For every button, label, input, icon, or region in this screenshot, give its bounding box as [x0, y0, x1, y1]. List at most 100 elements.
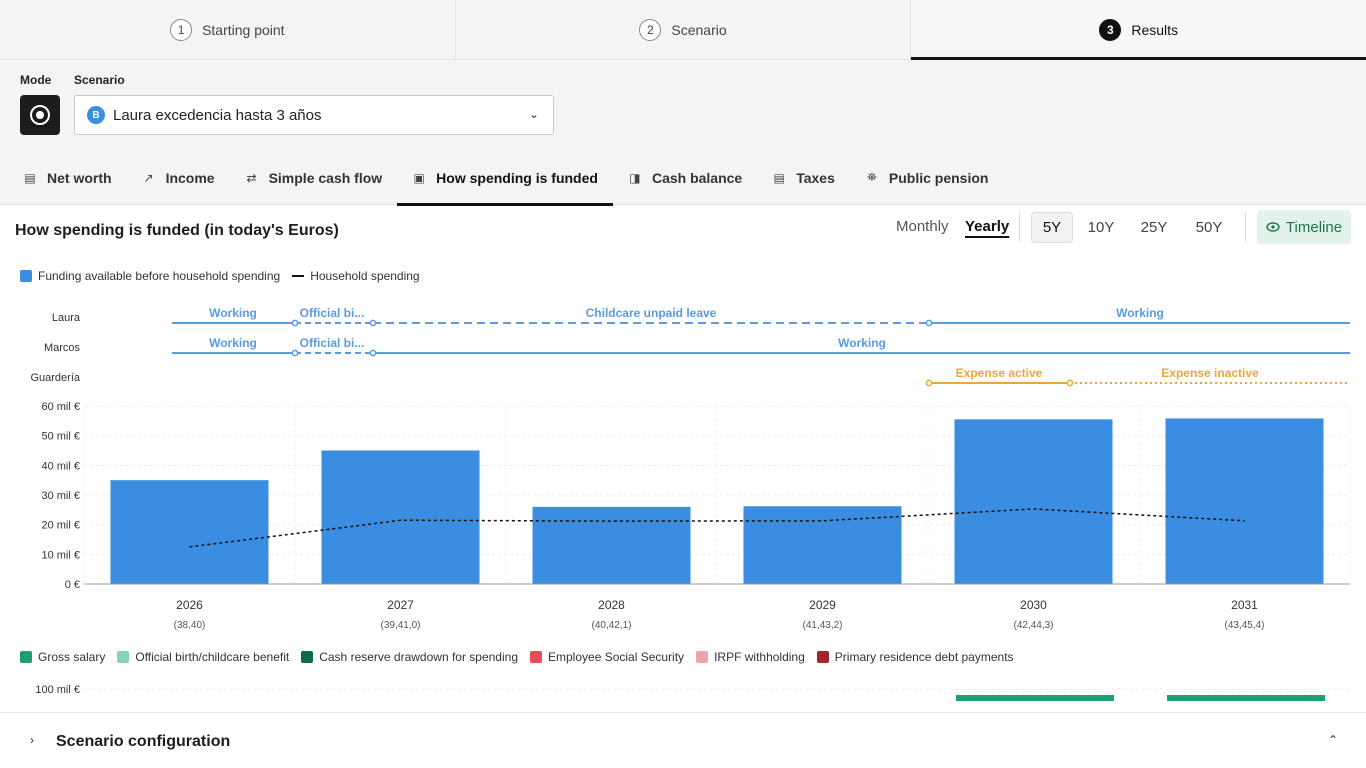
y-tick-label: 10 mil € [41, 549, 80, 561]
x-tick-sublabel: (39,41,0) [380, 620, 420, 631]
tab-taxes[interactable]: ▤ Taxes [757, 150, 850, 205]
timeline-marker [925, 379, 933, 387]
x-tick-sublabel: (38,40) [174, 620, 206, 631]
tab-net-worth[interactable]: ▤ Net worth [8, 150, 127, 205]
step-number: 2 [639, 18, 662, 41]
tab-how-spending-is-funded[interactable]: ▣ How spending is funded [397, 150, 613, 206]
legend-swatch [301, 651, 314, 663]
bar[interactable] [321, 450, 480, 585]
step-scenario[interactable]: 2 Scenario [456, 0, 912, 59]
legend-label: Funding available before household spend… [38, 269, 281, 283]
legend-swatch [696, 651, 709, 663]
legend-item[interactable]: Employee Social Security [530, 650, 684, 664]
step-label: Starting point [202, 21, 285, 38]
step-starting-point[interactable]: 1 Starting point [0, 0, 456, 59]
target-icon [30, 105, 50, 125]
tab-label: Simple cash flow [268, 169, 383, 186]
monthly-toggle[interactable]: Monthly [896, 218, 949, 235]
x-tick-label: 2029 [809, 598, 836, 612]
x-tick-sublabel: (40,42,1) [591, 620, 631, 631]
scenario-select[interactable]: B Laura excedencia hasta 3 años ⌄ [74, 95, 554, 135]
legend-item[interactable]: Gross salary [20, 650, 105, 664]
cash-icon: ◨ [629, 170, 641, 185]
tab-simple-cash-flow[interactable]: ⇄ Simple cash flow [230, 150, 398, 205]
component-legend: Gross salary Official birth/childcare be… [20, 650, 1014, 664]
y-tick-label: 60 mil € [41, 401, 80, 413]
legend-item[interactable]: IRPF withholding [696, 650, 805, 664]
legend-item[interactable]: Primary residence debt payments [816, 650, 1014, 664]
tab-label: How spending is funded [436, 169, 598, 186]
tab-label: Public pension [888, 169, 989, 186]
tab-public-pension[interactable]: ⛯ Public pension [850, 150, 1004, 205]
chevron-up-icon[interactable]: ⌃ [1327, 733, 1338, 747]
tab-cash-balance[interactable]: ◨ Cash balance [613, 150, 757, 205]
legend-item-funding[interactable]: Funding available before household spend… [20, 269, 280, 283]
timeline-marker [1066, 379, 1074, 387]
bar [956, 695, 1114, 701]
legend-item-spending[interactable]: Household spending [292, 269, 420, 283]
bar[interactable] [954, 419, 1113, 584]
spending-line[interactable] [189, 508, 1245, 548]
timeline-marker [291, 319, 299, 327]
timeline-segment-label: Working [209, 306, 257, 320]
legend-swatch [20, 651, 32, 663]
range-5y[interactable]: 5Y [1031, 212, 1073, 243]
timeline-segment-label: Working [1116, 306, 1164, 320]
x-axis: 2026 (38,40) 2027 (39,41,0) 2028 (40,42,1) 202… [84, 583, 1350, 631]
mode-label: Mode [20, 73, 52, 87]
timeline-marker [291, 349, 299, 357]
bar[interactable] [532, 506, 691, 584]
timeline-segment-label: Expense inactive [1161, 366, 1259, 380]
scenario-configuration-panel[interactable]: › Scenario configuration ⌃ [0, 712, 1366, 768]
scenario-label: Scenario [74, 73, 125, 87]
tab-income[interactable]: ↗ Income [127, 150, 230, 205]
timeline-segment-label: Childcare unpaid leave [586, 306, 717, 320]
x-tick-sublabel: (42,44,3) [1013, 620, 1053, 631]
legend-swatch [117, 651, 130, 663]
bar [1167, 695, 1325, 701]
step-number: 3 [1099, 18, 1122, 41]
tab-label: Net worth [47, 169, 112, 186]
y-tick-label: 100 mil € [35, 684, 80, 696]
yearly-toggle[interactable]: Yearly [965, 218, 1010, 235]
y-tick-label: 0 € [65, 579, 80, 591]
x-tick-label: 2030 [1020, 598, 1047, 612]
legend-label: IRPF withholding [714, 650, 805, 664]
range-10y[interactable]: 10Y [1087, 219, 1115, 236]
arrows-icon: ⇄ [246, 170, 257, 185]
timeline-segment-label: Official bi... [300, 306, 365, 320]
step-results[interactable]: 3 Results [911, 0, 1366, 60]
legend-item[interactable]: Cash reserve drawdown for spending [301, 650, 518, 664]
timeline-label: Timeline [1285, 218, 1343, 236]
mode-button[interactable] [20, 95, 60, 135]
y-axis: 0 € 10 mil € 20 mil € 30 mil € 40 mil € 50 mi… [41, 401, 80, 591]
second-chart: 100 mil € [35, 684, 1350, 701]
wallet-icon: ▣ [413, 170, 425, 185]
range-25y[interactable]: 25Y [1140, 219, 1168, 236]
x-tick-label: 2026 [176, 598, 203, 612]
timeline-button[interactable]: Timeline [1257, 210, 1351, 244]
legend-item[interactable]: Official birth/childcare benefit [117, 650, 289, 664]
legend-swatch [20, 270, 32, 282]
bar[interactable] [110, 480, 269, 584]
y-tick-label: 50 mil € [41, 431, 80, 443]
x-tick-label: 2028 [598, 598, 625, 612]
bar[interactable] [743, 506, 902, 584]
timeline-marker [925, 319, 933, 327]
legend-label: Primary residence debt payments [834, 650, 1014, 664]
timeline-segment-label: Expense active [956, 366, 1043, 380]
legend-swatch [816, 651, 829, 663]
legend-label: Official birth/childcare benefit [135, 650, 290, 664]
range-50y[interactable]: 50Y [1195, 219, 1223, 236]
funding-chart: Laura Marcos Guardería Working Official … [30, 306, 1351, 631]
stepper: 1 Starting point 2 Scenario 3 Results [0, 0, 1366, 60]
legend-swatch [292, 275, 305, 277]
bar[interactable] [1165, 418, 1324, 584]
chevron-right-icon: › [30, 733, 34, 747]
timeline-row-label: Marcos [44, 342, 81, 354]
y-tick-label: 40 mil € [41, 460, 80, 472]
timeline-segment-label: Official bi... [300, 336, 365, 350]
scenario-badge: B [87, 106, 105, 124]
legend-swatch [530, 651, 542, 663]
x-tick-label: 2027 [387, 598, 414, 612]
